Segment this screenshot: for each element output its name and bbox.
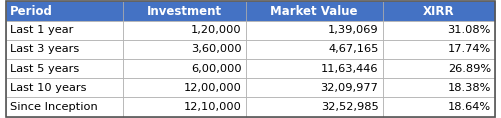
Bar [123,40,245,59]
Bar [6,97,123,117]
Bar [383,59,495,78]
Text: 12,00,000: 12,00,000 [184,83,241,93]
Bar [123,59,245,78]
Text: Last 3 years: Last 3 years [10,44,79,54]
Text: 12,10,000: 12,10,000 [184,102,241,112]
Text: 18.38%: 18.38% [447,83,491,93]
Text: 32,09,977: 32,09,977 [321,83,379,93]
Bar [383,97,495,117]
Text: Investment: Investment [147,4,222,17]
Bar [245,40,383,59]
Text: 31.08%: 31.08% [447,25,491,35]
Bar [245,78,383,97]
Text: 3,60,000: 3,60,000 [191,44,241,54]
Text: 6,00,000: 6,00,000 [191,64,241,74]
Text: XIRR: XIRR [423,4,454,17]
Text: Last 10 years: Last 10 years [10,83,87,93]
Text: Last 5 years: Last 5 years [10,64,79,74]
Bar [245,1,383,21]
Bar [6,78,123,97]
Text: 32,52,985: 32,52,985 [321,102,379,112]
Bar [123,1,245,21]
Bar [245,59,383,78]
Bar [245,21,383,40]
Bar [383,1,495,21]
Text: 26.89%: 26.89% [448,64,491,74]
Text: Market Value: Market Value [271,4,358,17]
Text: 18.64%: 18.64% [448,102,491,112]
Text: Since Inception: Since Inception [10,102,98,112]
Text: 4,67,165: 4,67,165 [328,44,379,54]
Text: 11,63,446: 11,63,446 [321,64,379,74]
Bar [6,21,123,40]
Bar [383,78,495,97]
Bar [6,40,123,59]
Bar [6,1,123,21]
Bar [383,21,495,40]
Text: 17.74%: 17.74% [448,44,491,54]
Text: 1,39,069: 1,39,069 [328,25,379,35]
Bar [123,78,245,97]
Text: Period: Period [10,4,53,17]
Bar [123,21,245,40]
Text: 1,20,000: 1,20,000 [191,25,241,35]
Bar [245,97,383,117]
Bar [383,40,495,59]
Text: Last 1 year: Last 1 year [10,25,73,35]
Bar [6,59,123,78]
Bar [123,97,245,117]
